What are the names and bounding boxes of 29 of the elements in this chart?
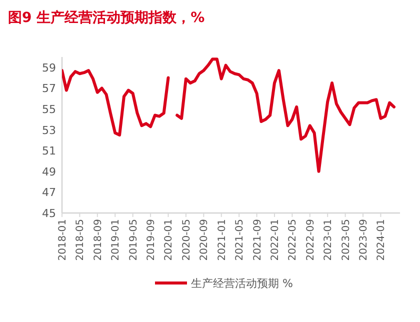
x-tick-label: 2019-05 xyxy=(128,219,140,261)
x-tick-label: 2020-05 xyxy=(181,219,192,261)
chart-title: 图9 生产经营活动预期指数，% xyxy=(8,9,205,26)
x-tick-label: 2020-09 xyxy=(199,219,210,261)
x-tick-label: 2019-09 xyxy=(146,219,158,261)
x-tick-label: 2022-01 xyxy=(270,219,281,261)
x-tick-label: 2020-01 xyxy=(164,219,175,261)
x-tick-label: 2023-05 xyxy=(340,219,352,261)
y-tick-label: 57 xyxy=(42,82,56,96)
x-tick-label: 2022-09 xyxy=(305,219,316,261)
legend-label: 生产经营活动预期 % xyxy=(191,277,293,290)
x-tick-label: 2022-05 xyxy=(288,219,299,261)
x-tick-label: 2018-01 xyxy=(58,219,68,261)
y-tick-label: 59 xyxy=(42,61,56,74)
x-tick-label: 2024-01 xyxy=(376,219,388,261)
y-tick-label: 53 xyxy=(42,124,56,137)
x-tick-label: 2019-01 xyxy=(110,219,122,261)
y-tick-label: 51 xyxy=(42,144,56,158)
x-tick-label: 2021-09 xyxy=(252,219,264,261)
x-tick-label: 2018-09 xyxy=(92,219,104,261)
y-tick-label: 45 xyxy=(42,207,56,220)
y-tick-label: 49 xyxy=(42,165,56,178)
x-tick-label: 2023-09 xyxy=(358,219,370,261)
x-tick-label: 2018-05 xyxy=(75,219,86,261)
x-tick-label: 2023-01 xyxy=(323,219,334,261)
y-tick-label: 47 xyxy=(42,186,56,200)
x-tick-label: 2021-01 xyxy=(216,219,228,261)
y-tick-label: 55 xyxy=(42,103,56,116)
x-tick-label: 2021-05 xyxy=(234,219,246,261)
